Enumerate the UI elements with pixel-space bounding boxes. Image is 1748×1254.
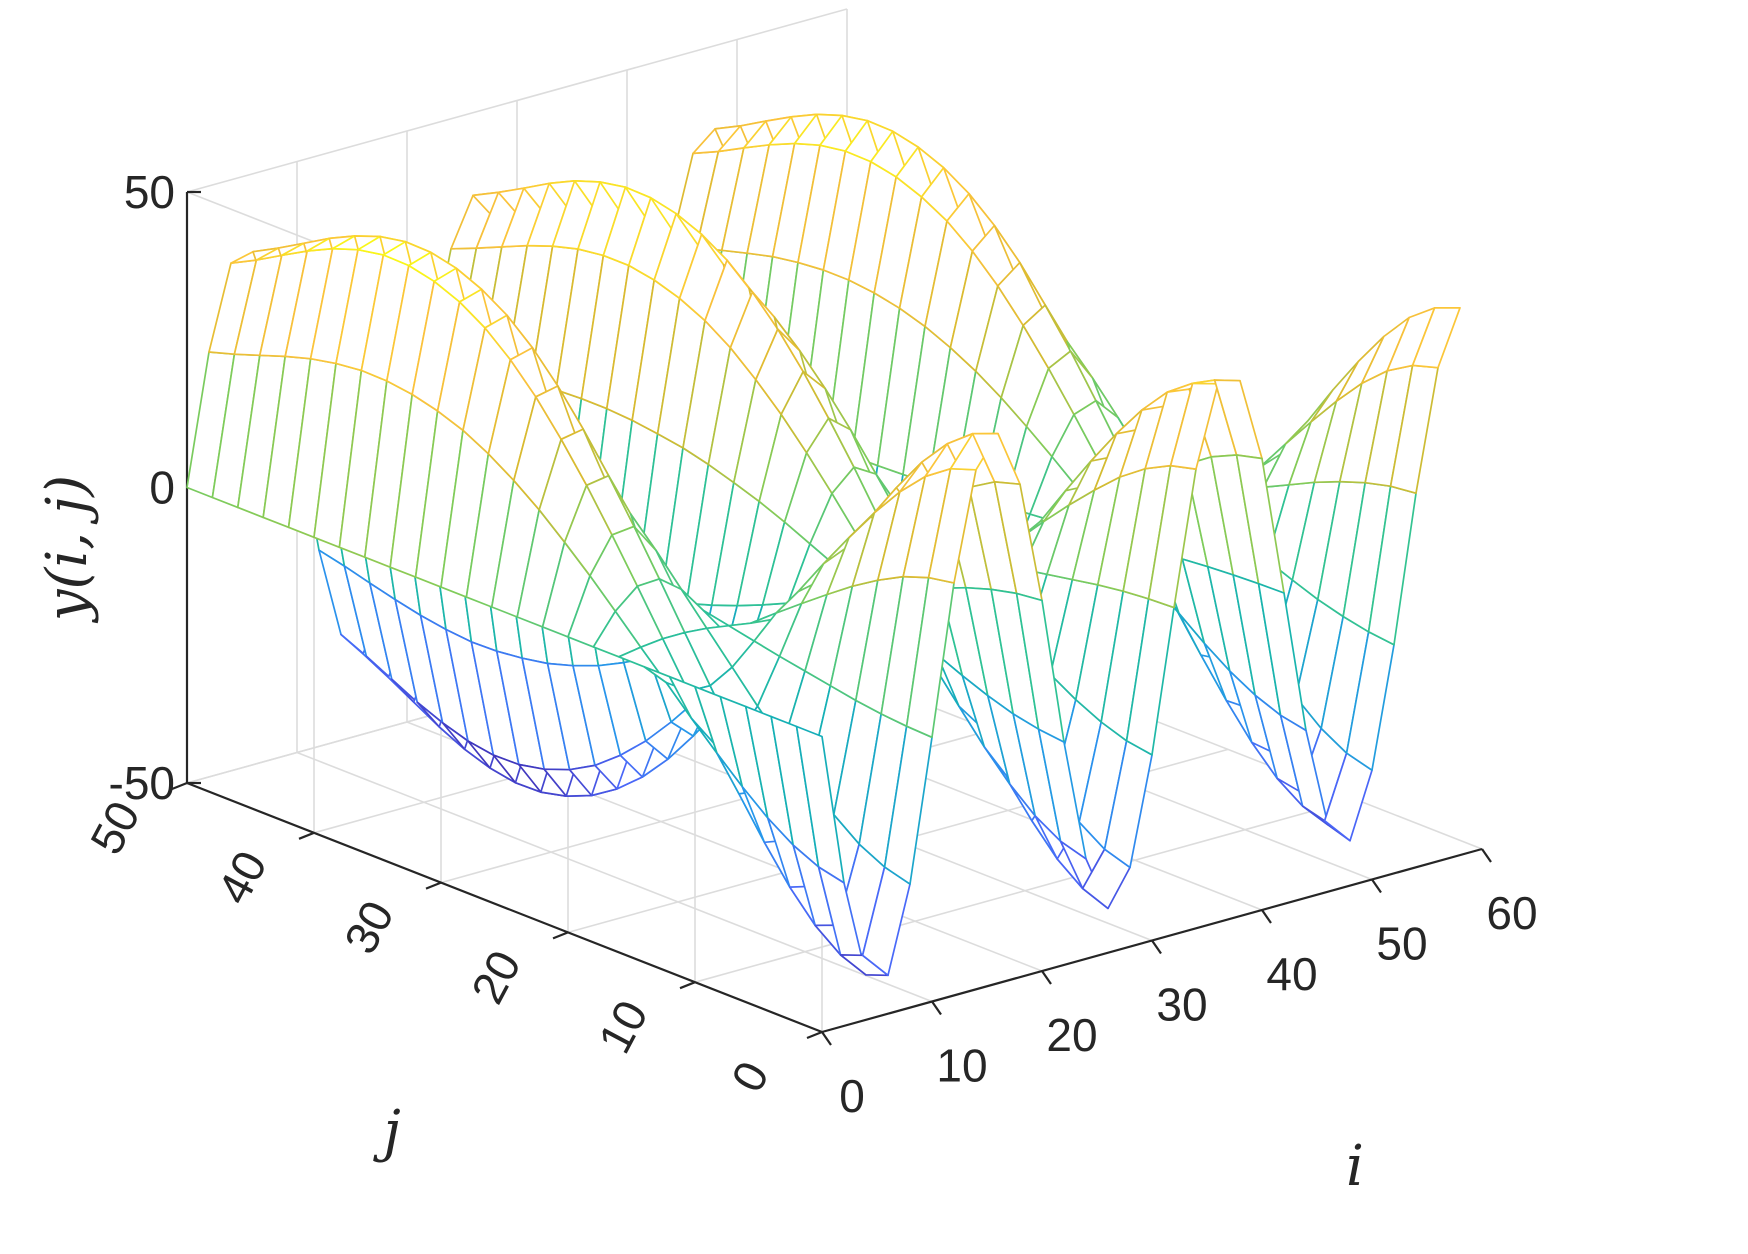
grid-line — [296, 751, 933, 1003]
y-tick-label: 30 — [334, 892, 404, 962]
grid-line — [186, 8, 848, 193]
y-tick-mark — [298, 831, 315, 840]
y-tick-mark — [552, 931, 569, 940]
x-tick-label: 40 — [1266, 948, 1317, 1000]
x-tick-label: 60 — [1486, 887, 1537, 939]
z-tick-label: -50 — [109, 757, 175, 809]
y-tick-mark — [679, 981, 696, 990]
x-tick-label: 10 — [936, 1040, 987, 1092]
x-tick-mark — [1481, 848, 1492, 863]
x-axis-label: i — [1346, 1134, 1364, 1199]
z-tick-label: 50 — [124, 166, 175, 218]
z-axis-label: y(i, j) — [35, 475, 100, 624]
y-tick-label: 20 — [461, 942, 531, 1012]
y-axis-line — [186, 781, 823, 1034]
x-tick-mark — [1041, 970, 1052, 985]
grid-line — [694, 798, 1356, 983]
x-tick-mark — [1371, 878, 1382, 894]
y-tick-mark — [425, 881, 442, 890]
surface-cell — [1411, 306, 1461, 369]
x-tick-mark — [1261, 909, 1272, 924]
y-tick-mark — [171, 781, 188, 791]
x-tick-mark — [931, 1000, 942, 1016]
y-axis-label: j — [372, 1099, 400, 1164]
y-tick-label: 0 — [721, 1053, 779, 1100]
x-tick-label: 50 — [1376, 918, 1427, 970]
z-tick-label: 0 — [149, 462, 175, 514]
axis-frame — [171, 190, 1492, 1046]
y-tick-label: 40 — [207, 842, 277, 912]
x-tick-label: 20 — [1046, 1009, 1097, 1061]
x-tick-mark — [1151, 939, 1162, 955]
y-tick-label: 10 — [588, 992, 658, 1062]
surface-mesh — [186, 113, 1461, 977]
x-tick-label: 30 — [1156, 979, 1207, 1031]
x-tick-mark — [821, 1031, 832, 1046]
y-tick-mark — [806, 1030, 823, 1040]
x-tick-label: 0 — [839, 1070, 865, 1122]
